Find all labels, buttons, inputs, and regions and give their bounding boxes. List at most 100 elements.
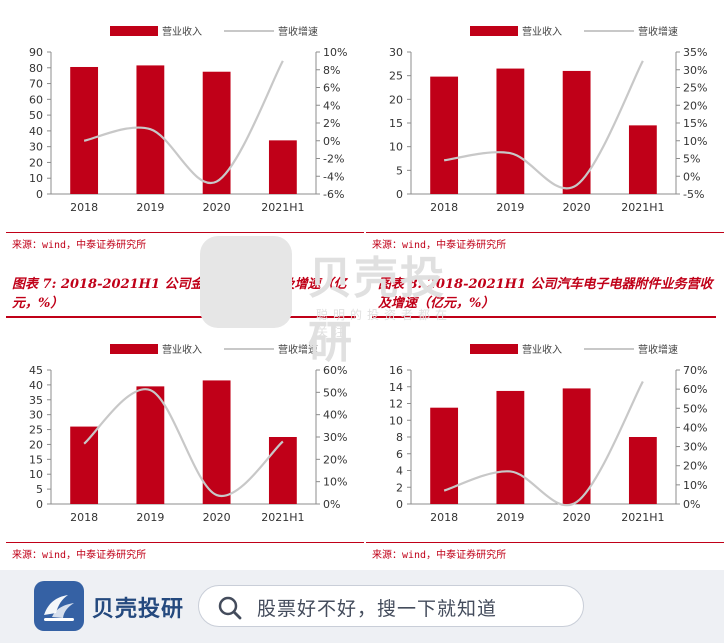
y-left-tick-label: 15 — [389, 117, 403, 130]
y-left-tick-label: 30 — [29, 141, 43, 154]
y-left-tick-label: 45 — [29, 364, 43, 377]
y-right-tick-label: 20% — [683, 460, 707, 473]
y-left-tick-label: 90 — [29, 46, 43, 59]
x-tick-label: 2019 — [136, 511, 164, 524]
y-left-tick-label: 6 — [396, 448, 403, 461]
growth-line — [443, 380, 644, 507]
y-right-tick-label: 0% — [323, 498, 340, 511]
chart-panel-4: 营业收入 营收增速 0 2 4 6 8 10 12 14 16 0% 10% 20% 30% 40% 50% 60… — [366, 318, 724, 573]
y-right-tick-label: 30% — [683, 64, 707, 77]
bar — [562, 70, 591, 194]
y-left-tick-label: 25 — [389, 70, 403, 83]
y-right-tick-label: 8% — [323, 64, 340, 77]
y-right-tick-label: 25% — [683, 82, 707, 95]
y-right-tick-label: -2% — [323, 153, 344, 166]
figure-8-title: 图表 8: 2018-2021H1 公司汽车电子电器附件业务营收及增速（亿元，%… — [378, 277, 713, 311]
y-left-tick-label: 70 — [29, 78, 43, 91]
app-name[interactable]: 贝壳投研 — [92, 597, 185, 622]
legend-growth-label: 营收增速 — [278, 343, 318, 356]
search-input[interactable]: 股票好不好，搜一下就知道 — [198, 585, 584, 627]
x-tick-label: 2018 — [70, 511, 98, 524]
y-left-tick-label: 5 — [396, 164, 403, 177]
y-left-tick-label: 20 — [29, 438, 43, 451]
source-divider — [366, 542, 724, 543]
x-tick-label: 2018 — [70, 201, 98, 214]
chart-2: 营业收入 营收增速 0 5 10 15 20 25 30 -5% 0% 5% 10% 15% 20% 25% 3… — [389, 25, 707, 214]
y-left-tick-label: 0 — [36, 188, 43, 201]
x-tick-label: 2020 — [563, 201, 591, 214]
source-note: 来源：wind，中泰证券研究所 — [372, 550, 507, 561]
y-right-tick-label: 10% — [683, 479, 707, 492]
y-right-tick-label: 10% — [323, 476, 347, 489]
y-left-tick-label: 40 — [29, 125, 43, 138]
legend: 营业收入 营收增速 — [110, 25, 318, 38]
y-right-tick-label: 50% — [323, 386, 347, 399]
search-icon — [218, 596, 242, 620]
legend-bar-swatch — [470, 344, 518, 354]
bar — [496, 390, 525, 504]
y-right-tick-label: -5% — [683, 188, 704, 201]
y-right-tick-label: 60% — [683, 383, 707, 396]
y-right-tick-label: 0% — [683, 498, 700, 511]
y-left-tick-label: 15 — [29, 453, 43, 466]
y-left-tick-label: 40 — [29, 379, 43, 392]
legend-revenue-label: 营业收入 — [162, 25, 202, 38]
source-divider — [6, 232, 364, 233]
bar — [268, 437, 297, 504]
y-left-tick-label: 30 — [389, 46, 403, 59]
bar — [70, 66, 99, 194]
legend-revenue-label: 营业收入 — [162, 343, 202, 356]
y-left-tick-label: 8 — [396, 431, 403, 444]
x-tick-label: 2018 — [430, 201, 458, 214]
legend-growth-label: 营收增速 — [638, 25, 678, 38]
y-left-tick-label: 12 — [389, 398, 403, 411]
legend-revenue-label: 营业收入 — [522, 25, 562, 38]
legend: 营业收入 营收增速 — [470, 25, 678, 38]
chart-panel-3: 营业收入 营收增速 0 5 10 15 20 25 30 35 40 45 0% 10% 20% 30% 40%… — [6, 318, 364, 573]
x-tick-label: 2020 — [203, 201, 231, 214]
y-right-tick-label: 15% — [683, 117, 707, 130]
legend-bar-swatch — [470, 26, 518, 36]
x-tick-label: 2018 — [430, 511, 458, 524]
legend: 营业收入 营收增速 — [110, 343, 318, 356]
legend-bar-swatch — [110, 344, 158, 354]
source-note: 来源：wind，中泰证券研究所 — [372, 240, 507, 251]
y-left-tick-label: 80 — [29, 62, 43, 75]
y-right-tick-label: 40% — [323, 409, 347, 422]
y-right-tick-label: 40% — [683, 421, 707, 434]
figure-7-title: 图表 7: 2018-2021H1 公司金属件业务营收及增速（亿元，%） — [12, 277, 347, 311]
y-left-tick-label: 2 — [396, 481, 403, 494]
x-tick-label: 2019 — [496, 511, 524, 524]
figure-7-divider — [6, 316, 356, 318]
y-right-tick-label: 4% — [323, 99, 340, 112]
y-left-tick-label: 30 — [29, 409, 43, 422]
bar — [136, 386, 165, 504]
y-left-tick-label: 20 — [389, 93, 403, 106]
app-logo-icon[interactable] — [34, 581, 84, 631]
growth-line — [443, 60, 644, 190]
bar — [202, 71, 231, 194]
y-right-tick-label: 6% — [323, 82, 340, 95]
y-left-tick-label: 10 — [389, 141, 403, 154]
x-tick-label: 2021H1 — [261, 511, 304, 524]
chart-panel-2: 营业收入 营收增速 0 5 10 15 20 25 30 -5% 0% 5% 10% 15% 20% 25% 3… — [366, 0, 724, 255]
y-left-tick-label: 50 — [29, 109, 43, 122]
y-right-tick-label: 30% — [683, 441, 707, 454]
y-right-tick-label: 10% — [323, 46, 347, 59]
y-right-tick-label: 0% — [323, 135, 340, 148]
bar — [496, 68, 525, 194]
chart-panel-1: 营业收入 营收增速 0 10 20 30 40 50 60 70 80 90 -6% -4% -2% 0% 2%… — [6, 0, 364, 255]
x-tick-label: 2020 — [563, 511, 591, 524]
y-left-tick-label: 4 — [396, 465, 403, 478]
y-right-tick-label: 10% — [683, 135, 707, 148]
y-right-tick-label: 35% — [683, 46, 707, 59]
x-tick-label: 2021H1 — [621, 511, 664, 524]
y-left-tick-label: 0 — [36, 498, 43, 511]
y-right-tick-label: 50% — [683, 402, 707, 415]
legend-growth-label: 营收增速 — [278, 25, 318, 38]
legend-bar-swatch — [110, 26, 158, 36]
y-right-tick-label: 20% — [683, 99, 707, 112]
y-right-tick-label: 20% — [323, 453, 347, 466]
y-left-tick-label: 35 — [29, 394, 43, 407]
